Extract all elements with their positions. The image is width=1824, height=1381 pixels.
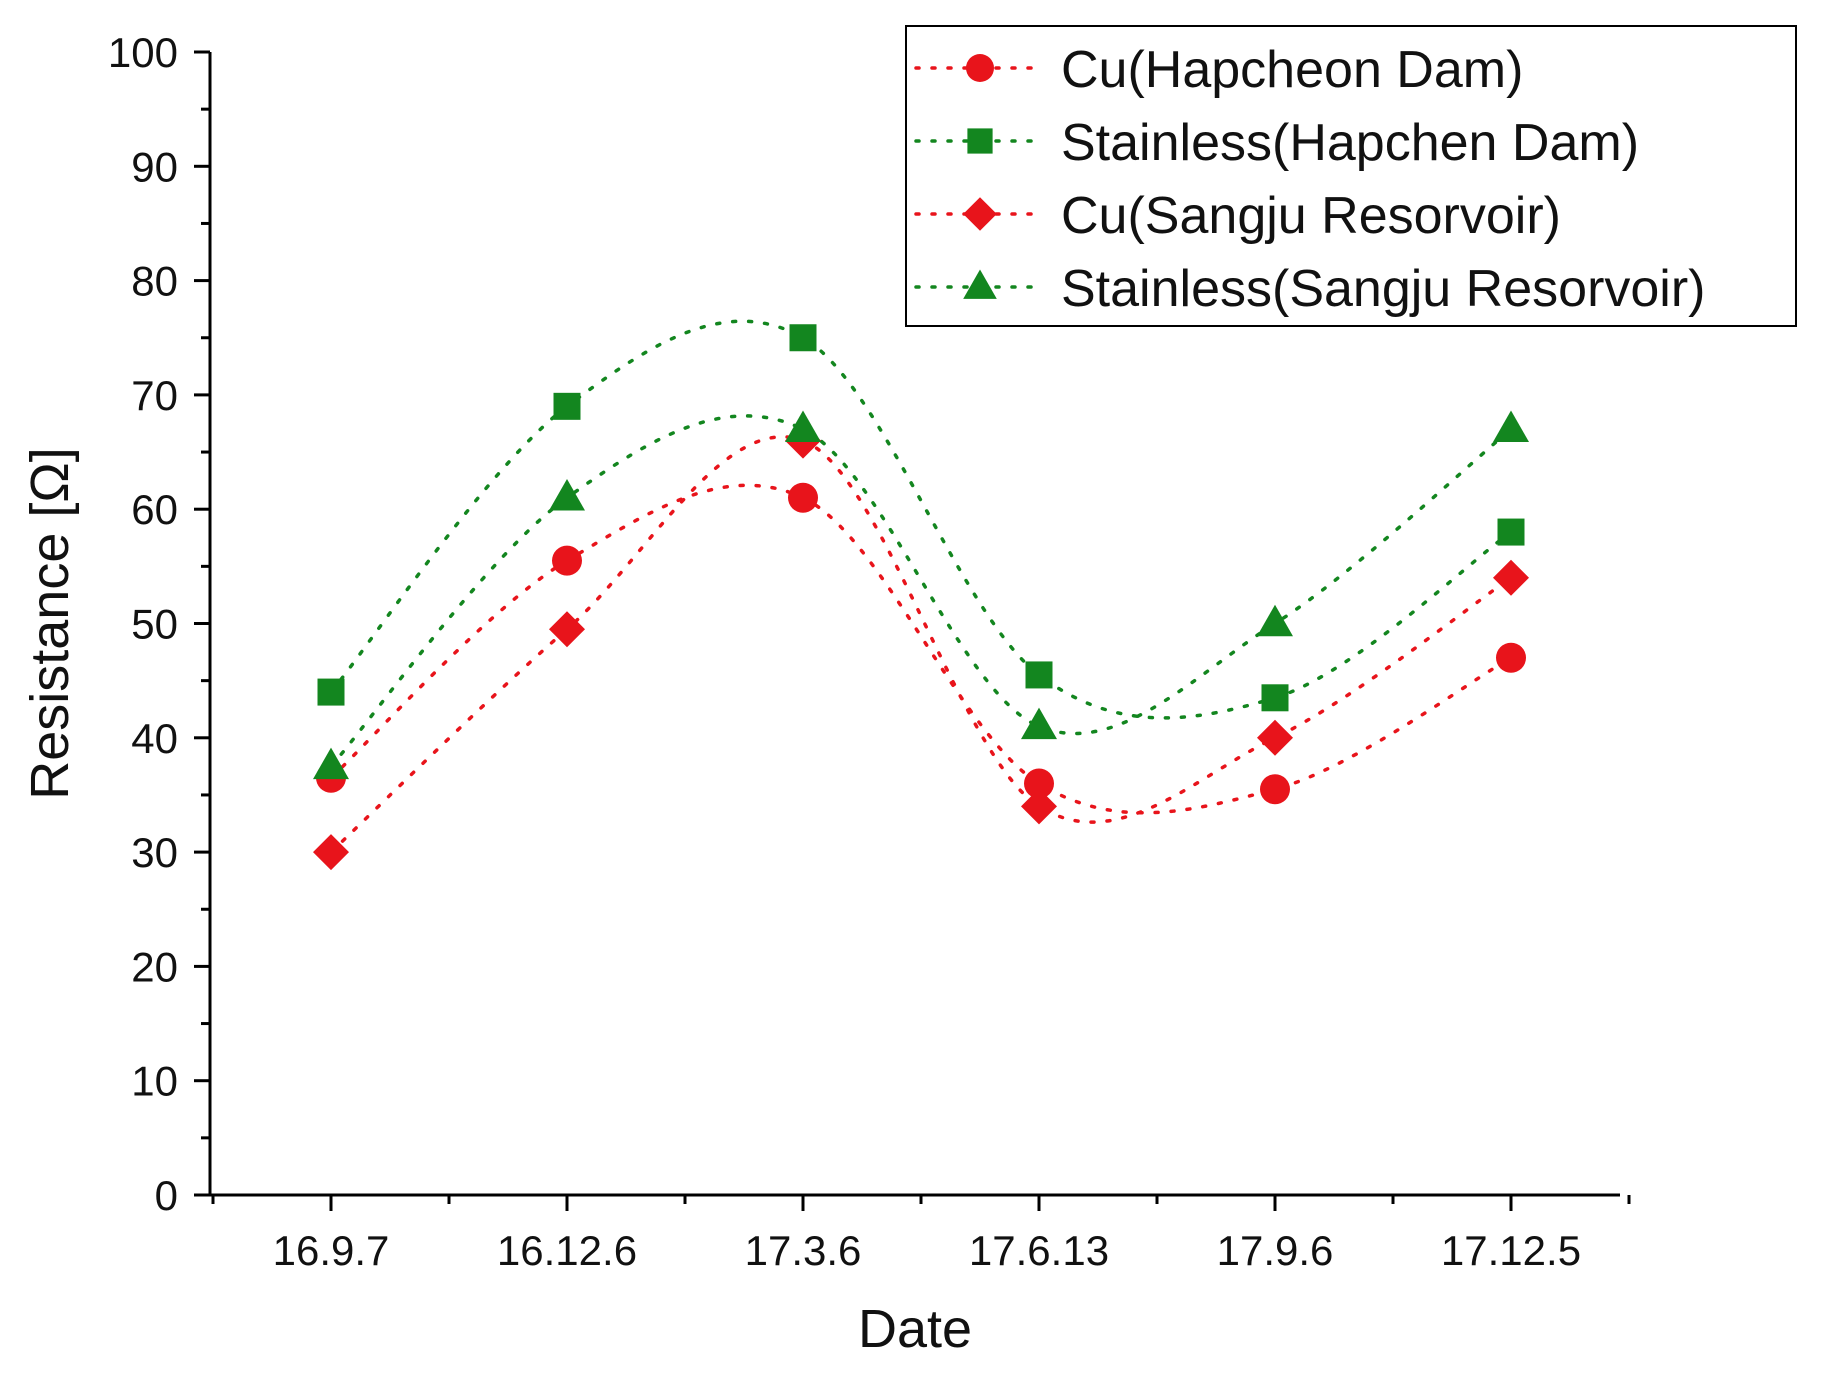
data-point [785, 410, 821, 442]
y-tick-label: 100 [108, 29, 178, 76]
data-point [549, 479, 585, 511]
data-point [1021, 788, 1057, 825]
data-point [1260, 774, 1290, 805]
legend-marker [966, 54, 994, 82]
legend-marker [963, 197, 997, 231]
legend-marker [963, 269, 997, 299]
legend-label: Cu(Sangju Resorvoir) [1061, 187, 1561, 245]
y-tick-label: 70 [131, 372, 178, 419]
axes: 0 10 20 30 40 50 60 70 80 90 100 16.9.7 16.12.6 17.3.… [20, 29, 1631, 1359]
x-tick-label: 16.9.7 [273, 1227, 390, 1274]
data-point [1496, 642, 1526, 673]
series-trend-line [329, 319, 1513, 720]
data-point [1257, 604, 1293, 637]
data-point [317, 678, 345, 706]
data-point [313, 747, 349, 780]
data-point [1024, 768, 1054, 799]
data-point [788, 482, 818, 513]
data-point [1497, 518, 1525, 546]
data-point [1261, 684, 1289, 712]
legend-label: Stainless(Sangju Resorvoir) [1061, 260, 1706, 318]
legend: Cu(Hapcheon Dam) Stainless(Hapchen Dam) Cu… [905, 25, 1797, 327]
x-tick-label: 16.12.6 [497, 1227, 637, 1274]
data-point [553, 392, 581, 420]
y-tick-label: 30 [131, 829, 178, 876]
x-axis-title: Date [858, 1299, 972, 1359]
x-tick-label: 17.12.5 [1441, 1227, 1581, 1274]
series-trend-line [329, 435, 1513, 854]
data-point [1493, 559, 1529, 596]
markers [313, 324, 1529, 871]
series-trend-line [329, 483, 1513, 815]
y-tick-label: 0 [155, 1172, 178, 1219]
x-tick-label: 17.9.6 [1217, 1227, 1334, 1274]
legend-marker [967, 128, 993, 154]
y-tick-label: 40 [131, 715, 178, 762]
data-point [1257, 719, 1293, 756]
legend-label: Cu(Hapcheon Dam) [1061, 41, 1523, 99]
data-point [1025, 661, 1053, 689]
data-point [552, 545, 582, 576]
trend-lines [329, 319, 1513, 854]
data-point [1493, 410, 1529, 442]
data-point [789, 324, 817, 352]
y-axis-title: Resistance [Ω] [20, 447, 80, 800]
y-tick-label: 80 [131, 258, 178, 305]
legend-box [905, 25, 1797, 327]
x-tick-label: 17.3.6 [745, 1227, 862, 1274]
y-tick-label: 50 [131, 601, 178, 648]
y-tick-label: 60 [131, 486, 178, 533]
data-point [1021, 707, 1057, 740]
y-tick-label: 20 [131, 943, 178, 990]
data-point [313, 834, 349, 871]
data-point [549, 611, 585, 648]
x-tick-label: 17.6.13 [969, 1227, 1109, 1274]
series-trend-line [329, 414, 1513, 769]
legend-label: Stainless(Hapchen Dam) [1061, 114, 1639, 172]
y-tick-label: 10 [131, 1058, 178, 1105]
y-tick-label: 90 [131, 143, 178, 190]
